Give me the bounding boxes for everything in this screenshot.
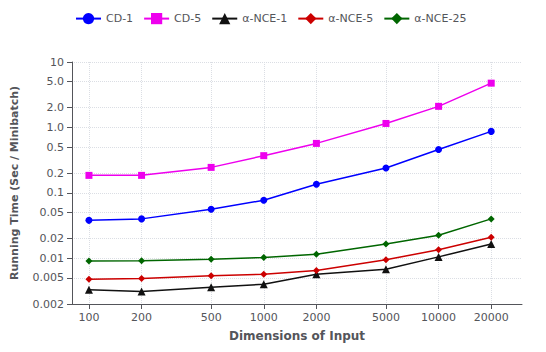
svg-text:0.5: 0.5 xyxy=(47,141,65,154)
svg-text:10: 10 xyxy=(50,56,64,69)
svg-text:200: 200 xyxy=(131,311,152,324)
svg-text:α-NCE-25: α-NCE-25 xyxy=(414,12,466,25)
svg-text:0.2: 0.2 xyxy=(47,167,65,180)
svg-text:10000: 10000 xyxy=(421,311,456,324)
svg-text:0.005: 0.005 xyxy=(33,271,65,284)
svg-text:1000: 1000 xyxy=(250,311,278,324)
svg-text:0.1: 0.1 xyxy=(47,186,65,199)
svg-text:100: 100 xyxy=(78,311,99,324)
svg-text:α-NCE-1: α-NCE-1 xyxy=(242,12,287,25)
svg-text:2000: 2000 xyxy=(302,311,330,324)
svg-text:5.0: 5.0 xyxy=(47,75,65,88)
svg-text:α-NCE-5: α-NCE-5 xyxy=(328,12,373,25)
svg-text:0.002: 0.002 xyxy=(33,298,65,311)
svg-text:20000: 20000 xyxy=(474,311,509,324)
svg-text:Dimensions of Input: Dimensions of Input xyxy=(229,329,365,343)
svg-text:Running Time (Sec / Minibatch): Running Time (Sec / Minibatch) xyxy=(8,86,21,280)
svg-text:0.02: 0.02 xyxy=(40,232,65,245)
svg-text:5000: 5000 xyxy=(372,311,400,324)
svg-text:CD-5: CD-5 xyxy=(174,12,201,25)
svg-text:CD-1: CD-1 xyxy=(106,12,133,25)
svg-text:0.05: 0.05 xyxy=(40,206,65,219)
svg-text:500: 500 xyxy=(201,311,222,324)
svg-text:2.0: 2.0 xyxy=(47,101,65,114)
svg-text:1.0: 1.0 xyxy=(47,121,65,134)
svg-text:0.01: 0.01 xyxy=(40,252,65,265)
